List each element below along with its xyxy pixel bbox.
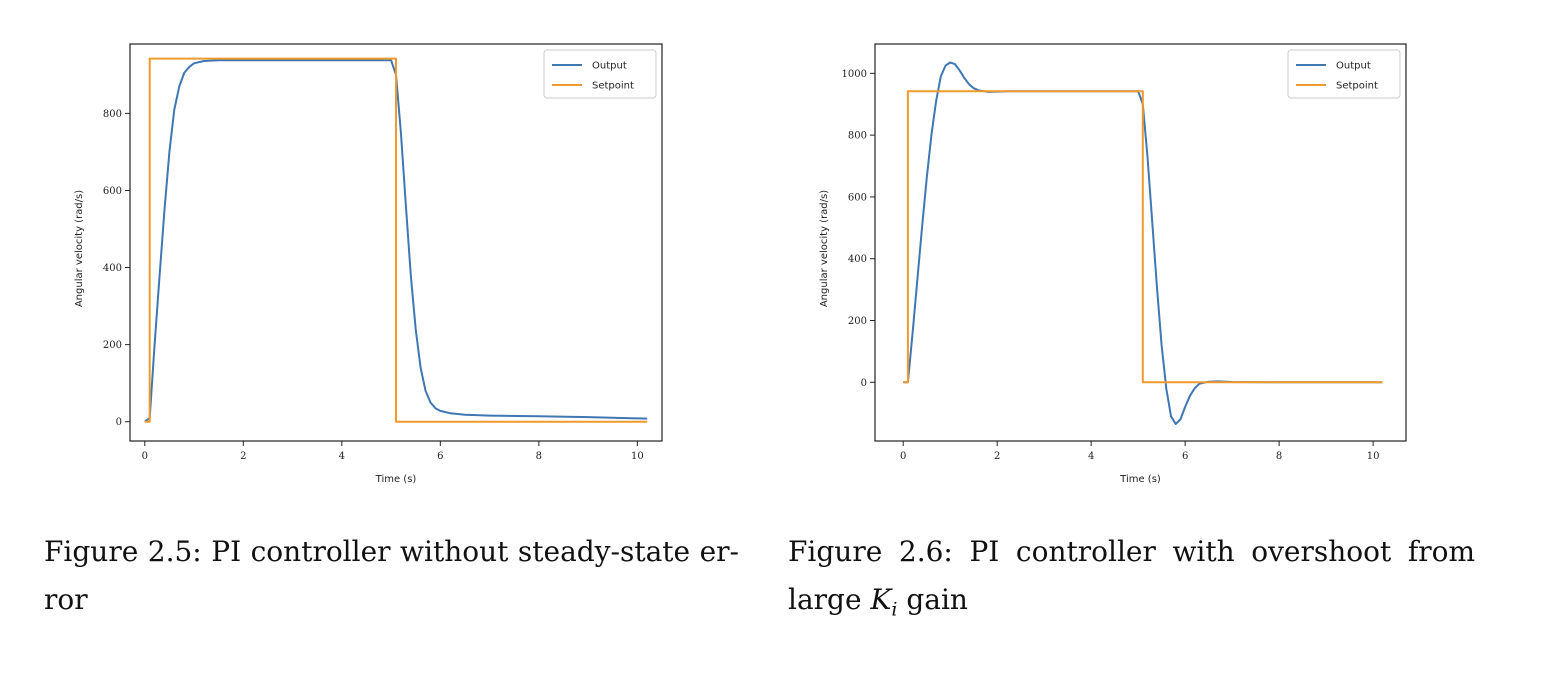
x-tick-label: 4 bbox=[339, 451, 345, 462]
x-tick-label: 0 bbox=[142, 451, 148, 462]
figure-2-6-caption: Figure 2.6: PI controller with overshoot… bbox=[788, 528, 1475, 634]
chart-figure-2-5: 0 2 4 6 8 10 0 200 400 600 800 Time (s) Angular velo… bbox=[74, 43, 663, 485]
x-tick-label: 2 bbox=[994, 451, 1000, 462]
figure-2-6: 0 2 4 6 8 10 0 200 400 600 800 1000 Time (s) Angular … bbox=[760, 0, 1568, 676]
y-tick-label: 800 bbox=[103, 109, 122, 120]
y-tick-label: 200 bbox=[848, 316, 867, 327]
figure-2-5-caption: Figure 2.5: PI controller without steady… bbox=[44, 535, 739, 616]
series-line-setpoint bbox=[903, 90, 1383, 384]
y-axis-label: Angular velocity (rad/s) bbox=[819, 190, 830, 307]
legend-label-output: Output bbox=[1336, 61, 1371, 72]
series-line-setpoint bbox=[144, 57, 648, 423]
y-tick-label: 0 bbox=[861, 378, 867, 389]
x-tick-label: 2 bbox=[240, 451, 246, 462]
y-tick-label: 600 bbox=[848, 192, 867, 203]
x-tick-label: 6 bbox=[437, 451, 443, 462]
x-tick-label: 10 bbox=[631, 451, 644, 462]
x-tick-label: 8 bbox=[1276, 451, 1282, 462]
legend-label-setpoint: Setpoint bbox=[592, 81, 634, 92]
x-axis-label: Time (s) bbox=[1119, 474, 1161, 485]
y-axis-label: Angular velocity (rad/s) bbox=[74, 190, 85, 307]
caption-suffix: gain bbox=[897, 583, 968, 616]
y-tick-label: 400 bbox=[103, 263, 122, 274]
x-tick-label: 6 bbox=[1182, 451, 1188, 462]
caption-math-k: K bbox=[870, 583, 892, 616]
y-tick-label: 0 bbox=[116, 417, 122, 428]
plot-frame bbox=[874, 43, 1407, 442]
y-tick-label: 200 bbox=[103, 340, 122, 351]
plot-frame bbox=[129, 43, 663, 442]
y-tick-label: 800 bbox=[848, 131, 867, 142]
x-axis-label: Time (s) bbox=[375, 474, 417, 485]
legend-label-setpoint: Setpoint bbox=[1336, 81, 1378, 92]
figure-2-5: 0 2 4 6 8 10 0 200 400 600 800 Time (s) Angular velo… bbox=[0, 0, 760, 676]
x-tick-label: 8 bbox=[536, 451, 542, 462]
y-tick-label: 600 bbox=[103, 186, 122, 197]
legend-label-output: Output bbox=[592, 61, 627, 72]
x-tick-label: 4 bbox=[1088, 451, 1094, 462]
y-tick-label: 1000 bbox=[842, 69, 867, 80]
x-tick-label: 0 bbox=[900, 451, 906, 462]
caption-math-subscript: i bbox=[891, 598, 898, 621]
x-tick-label: 10 bbox=[1367, 451, 1380, 462]
chart-figure-2-6: 0 2 4 6 8 10 0 200 400 600 800 1000 Time (s) Angular … bbox=[819, 43, 1407, 485]
y-tick-label: 400 bbox=[848, 254, 867, 265]
caption-text: Figure 2.6: PI controller with overshoot… bbox=[788, 535, 1475, 616]
series-line-output bbox=[144, 59, 648, 423]
